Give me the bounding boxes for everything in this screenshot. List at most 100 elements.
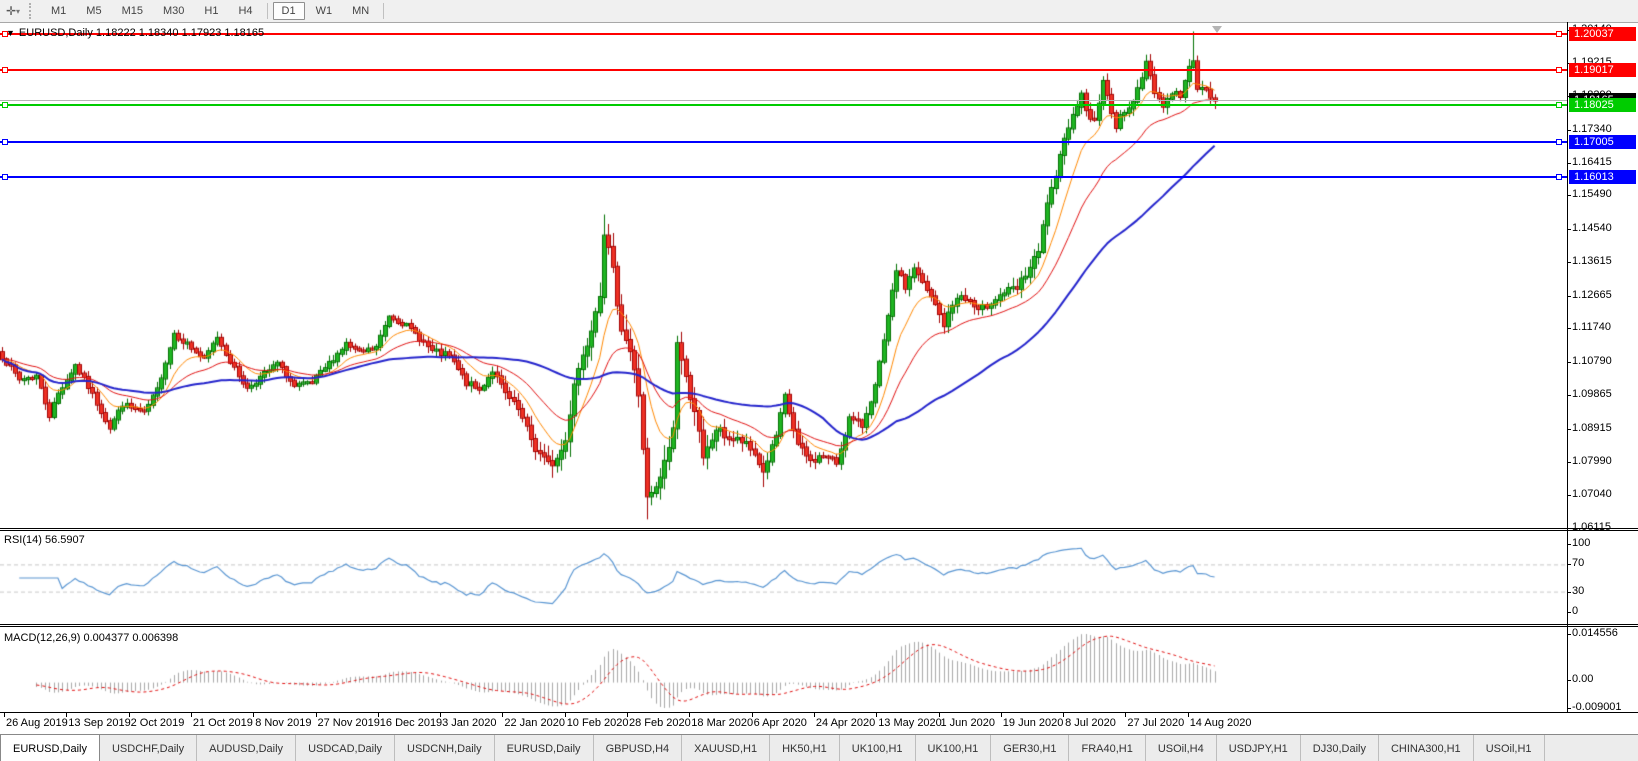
price-level-line[interactable] [0,140,1567,143]
price-level-line[interactable] [0,104,1567,107]
panel-separator [0,530,1638,531]
price-tick-label: 1.14540 [1572,222,1612,235]
date-tick-mark [502,713,504,717]
timeframe-button-w1[interactable]: W1 [315,5,333,17]
price-tick-label: 1.10790 [1572,355,1612,368]
chart-tab-audusd-daily[interactable]: AUDUSD,Daily [197,735,297,761]
chart-shift-marker-icon[interactable] [1212,26,1222,33]
rsi-tick-mark [1567,544,1571,545]
chart-tab-xauusd-h1[interactable]: XAUUSD,H1 [682,735,771,761]
price-level-line[interactable] [0,33,1567,35]
macd-panel-canvas[interactable] [0,628,1567,712]
level-anchor-right[interactable] [1556,31,1562,37]
panel-separator [0,626,1638,627]
chart-title-text: EURUSD,Daily 1.18222 1.18340 1.17923 1.1… [18,27,265,39]
chart-tab-hk50-h1[interactable]: HK50,H1 [770,735,840,761]
date-tick-mark [938,713,940,717]
chart-tab-gbpusd-h4[interactable]: GBPUSD,H4 [594,735,683,761]
price-tick-mark [1567,495,1571,497]
date-tick-mark [4,713,5,717]
chart-tab-usdjpy-h1[interactable]: USDJPY,H1 [1217,735,1301,761]
date-tick-mark [315,713,317,717]
chart-tab-usoil-h4[interactable]: USOil,H4 [1146,735,1217,761]
chart-tab-dj30-daily[interactable]: DJ30,Daily [1301,735,1379,761]
chart-tab-uk100-h1[interactable]: UK100,H1 [916,735,992,761]
timeframe-button-m15[interactable]: M15 [121,5,143,17]
level-anchor-left[interactable] [2,67,8,74]
rsi-tick-label: 0 [1572,605,1579,617]
timeframe-button-m5[interactable]: M5 [86,5,102,17]
chart-tab-ger30-h1[interactable]: GER30,H1 [991,735,1070,761]
price-tick-label: 1.06115 [1572,521,1611,534]
level-anchor-right[interactable] [1556,102,1562,109]
price-tick-label: 1.07040 [1572,488,1612,501]
date-tick-mark [751,713,753,717]
price-tick-mark [1567,461,1571,463]
date-label: 10 Feb 2020 [566,717,629,729]
price-tick-label: 1.17340 [1572,122,1612,135]
date-label: 8 Nov 2019 [255,717,312,729]
date-tick-mark [1125,713,1127,717]
chart-tab-uk100-h1[interactable]: UK100,H1 [840,735,916,761]
chart-tab-usdcnh-daily[interactable]: USDCNH,Daily [395,735,495,761]
chart-tab-china300-h1[interactable]: CHINA300,H1 [1379,735,1474,761]
chart-tab-eurusd-daily[interactable]: EURUSD,Daily [495,735,594,761]
rsi-tick-mark [1567,591,1571,593]
date-label: 24 Apr 2020 [815,717,876,729]
rsi-panel-canvas[interactable] [0,530,1567,624]
price-tick-mark [1567,295,1571,297]
date-label: 1 Jun 2020 [940,717,995,729]
price-level-line[interactable] [0,69,1567,72]
price-level-badge: 1.16013 [1569,169,1636,184]
macd-tick-mark [1567,708,1571,709]
chart-tab-usdcad-daily[interactable]: USDCAD,Daily [296,735,396,761]
timeframe-toolbar: ✛ ▾ M1 M5 M15 M30 H1 H4 D1 W1 MN [0,0,1638,23]
price-tick-label: 1.08915 [1572,421,1612,434]
date-tick-mark [1063,713,1065,717]
chart-tab-eurusd-daily[interactable]: EURUSD,Daily [0,735,100,761]
title-marker-icon: ▼ [6,28,15,38]
timeframe-button-h4[interactable]: H4 [238,5,253,17]
date-tick-mark [66,713,68,717]
rsi-tick-mark [1567,564,1571,566]
price-level-badge: 1.19017 [1569,63,1636,78]
chart-tab-fra40-h1[interactable]: FRA40,H1 [1069,735,1146,761]
crosshair-tool-icon[interactable]: ✛ ▾ [0,1,26,21]
toolbar-grip-handle[interactable] [29,3,38,19]
date-label: 14 Aug 2020 [1189,717,1252,729]
level-anchor-left[interactable] [2,102,8,109]
level-anchor-right[interactable] [1556,67,1562,74]
panel-separator [0,624,1638,625]
level-anchor-left[interactable] [2,138,8,145]
price-tick-mark [1567,528,1571,530]
price-axis-line [1567,22,1568,712]
date-tick-mark [564,713,566,717]
timeframe-button-h1[interactable]: H1 [204,5,219,17]
date-label: 27 Nov 2019 [317,717,380,729]
timeframe-button-d1[interactable]: D1 [272,2,305,20]
level-anchor-left[interactable] [2,173,8,180]
date-label: 22 Jan 2020 [504,717,565,729]
chart-tab-bar: EURUSD,Daily USDCHF,Daily AUDUSD,Daily USDC… [0,734,1638,761]
level-anchor-right[interactable] [1556,138,1562,145]
date-tick-mark [627,713,628,717]
macd-indicator-label: MACD(12,26,9) 0.004377 0.006398 [4,632,179,644]
macd-tick-mark [1567,634,1571,635]
macd-tick-mark [1567,679,1571,681]
price-level-line[interactable] [0,175,1567,178]
main-chart-canvas[interactable] [0,22,1567,530]
level-anchor-right[interactable] [1556,173,1562,180]
date-axis: 26 Aug 2019 13 Sep 2019 2 Oct 2019 21 Oct 2… [0,713,1638,734]
price-tick-mark [1567,261,1571,263]
chart-tab-usdchf-daily[interactable]: USDCHF,Daily [100,735,198,761]
date-tick-mark [253,713,255,717]
chart-tab-usoil-h1[interactable]: USOil,H1 [1474,735,1545,761]
date-tick-mark [876,713,878,717]
timeframe-button-m30[interactable]: M30 [162,5,185,17]
timeframe-button-m1[interactable]: M1 [51,5,67,17]
date-label: 16 Dec 2019 [379,717,443,729]
date-tick-mark [440,713,442,717]
timeframe-button-mn[interactable]: MN [352,5,370,17]
price-tick-label: 1.13615 [1572,254,1612,267]
level-anchor-left[interactable] [2,31,8,37]
